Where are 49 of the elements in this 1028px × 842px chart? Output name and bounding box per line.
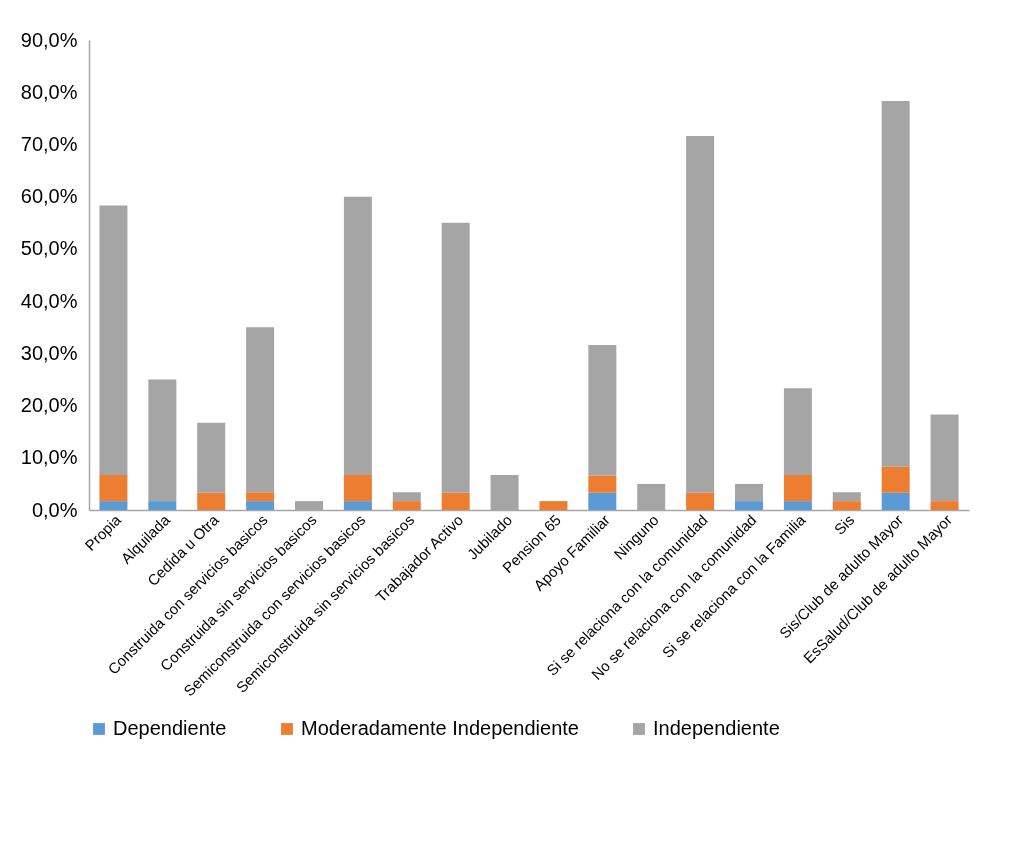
y-tick-label: 40,0% <box>20 289 78 312</box>
bar <box>539 501 568 510</box>
bar <box>343 501 372 510</box>
bar <box>441 492 470 510</box>
bar <box>783 501 812 510</box>
y-tick-label: 60,0% <box>20 185 78 208</box>
bar <box>881 101 910 467</box>
bar <box>246 501 275 510</box>
bar <box>246 492 275 502</box>
bar <box>588 344 617 476</box>
bar <box>735 483 763 502</box>
bar <box>832 492 861 502</box>
bar <box>197 492 226 510</box>
y-tick-label: 30,0% <box>20 341 78 364</box>
bar <box>99 205 128 476</box>
legend-label: Dependiente <box>113 717 227 739</box>
bar <box>881 492 910 510</box>
bar <box>343 475 372 502</box>
bar <box>99 501 128 510</box>
x-tick-label: Sis <box>830 511 858 538</box>
legend-label: Independiente <box>653 717 780 739</box>
bar <box>588 475 617 493</box>
y-tick-label: 80,0% <box>20 80 78 103</box>
bar <box>343 196 372 476</box>
bar <box>783 475 812 502</box>
bar <box>197 422 226 493</box>
y-tick-label: 0,0% <box>31 498 78 521</box>
bar <box>441 222 470 493</box>
bar <box>832 501 861 510</box>
y-tick-label: 10,0% <box>20 446 78 469</box>
y-tick-label: 70,0% <box>20 132 78 155</box>
bar <box>99 475 128 502</box>
bar <box>392 492 421 502</box>
bar <box>148 501 177 510</box>
bar <box>735 501 763 510</box>
bar <box>686 492 715 510</box>
bar <box>588 492 617 510</box>
y-tick-label: 20,0% <box>20 394 78 417</box>
bar <box>392 501 421 510</box>
bar <box>930 501 959 510</box>
legend-label: Moderadamente Independiente <box>301 717 579 739</box>
y-tick-label: 50,0% <box>20 237 78 260</box>
bar <box>881 466 910 493</box>
bar <box>783 388 812 476</box>
bar <box>246 327 275 493</box>
bar <box>686 136 715 493</box>
bar <box>148 379 177 502</box>
bar <box>930 414 959 502</box>
y-tick-label: 90,0% <box>20 28 78 51</box>
